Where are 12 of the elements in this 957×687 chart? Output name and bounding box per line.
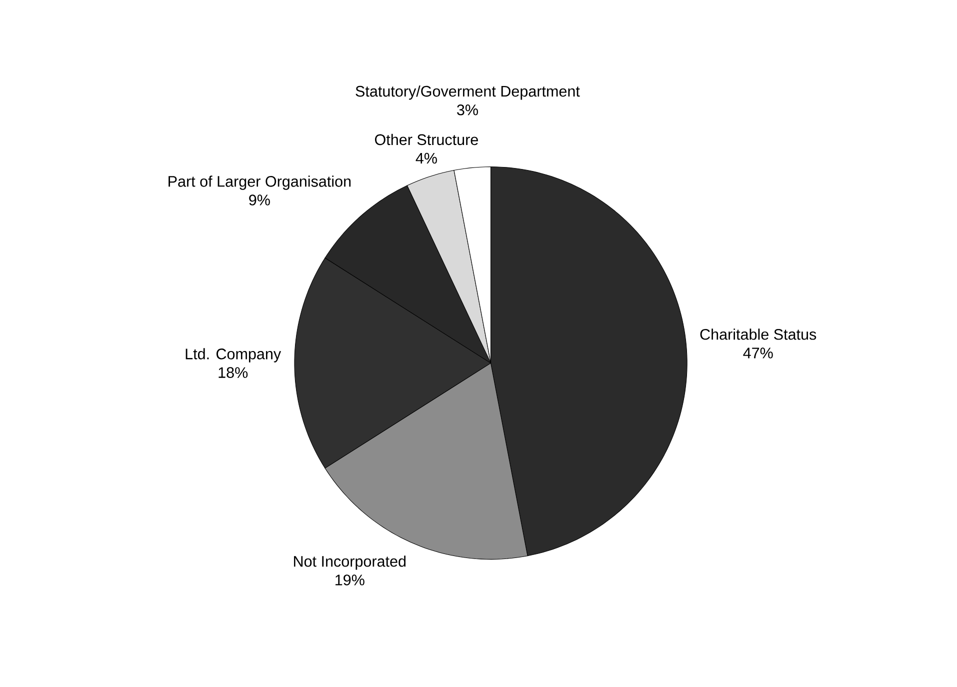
slice-label: Statutory/Goverment Department bbox=[356, 86, 580, 100]
slice-label: Other Structure bbox=[374, 134, 478, 146]
data-label: 47% bbox=[743, 348, 773, 358]
data-label: 18% bbox=[218, 367, 248, 378]
data-label: 4% bbox=[416, 152, 437, 164]
slice-label: Charitable Status bbox=[700, 328, 816, 340]
slice-label: Part of Larger Organisation bbox=[168, 176, 351, 190]
data-label: 3% bbox=[457, 104, 478, 116]
slice-label: Not Incorporated bbox=[294, 556, 406, 570]
data-label: 9% bbox=[249, 194, 270, 206]
data-label: 19% bbox=[336, 574, 364, 586]
slice-label: Ltd. Company bbox=[186, 348, 282, 362]
